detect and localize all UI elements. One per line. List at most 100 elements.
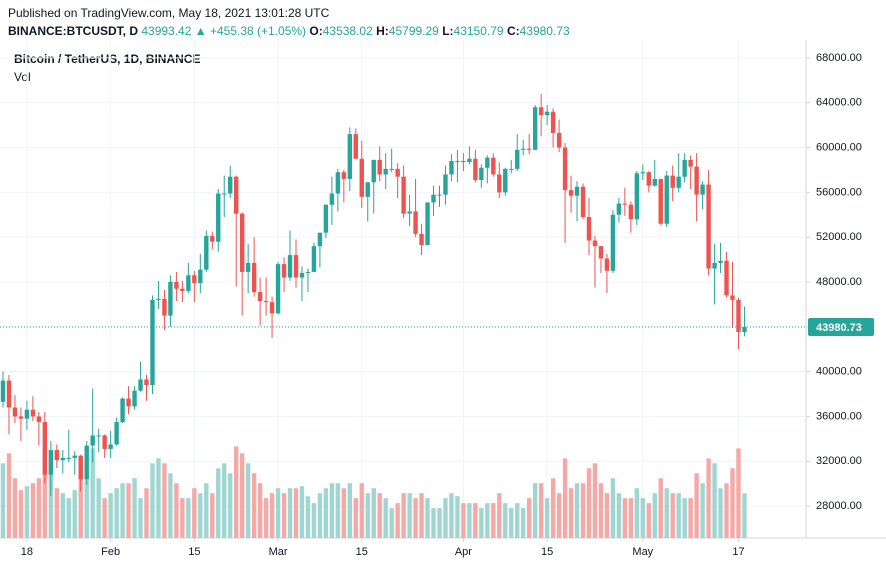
candle-body [228,176,233,194]
volume-bar [401,493,406,538]
candle-body [532,107,538,150]
candle-body [72,455,77,458]
volume-bar [622,498,628,538]
volume-bar [299,486,305,538]
volume-bar [610,478,616,538]
candle-body [222,193,227,195]
candle-body [592,240,598,247]
volume-bar [60,493,65,538]
candle-body [455,160,460,162]
volume-bar [120,483,125,538]
candle-body [407,211,412,214]
candle-body [365,182,370,197]
volume-bar [742,493,747,538]
candle-body [204,236,209,270]
candle-body [724,260,729,296]
volume-bar [78,476,83,538]
y-tick-label: 28000.00 [816,500,862,512]
volume-bar [694,473,699,538]
candle-body [216,193,221,242]
volume-bar [562,458,568,538]
volume-bar [66,498,71,538]
y-tick-label: 68000.00 [816,52,862,64]
volume-bar [736,448,741,538]
volume-bar [228,473,233,538]
volume-bar [538,483,544,538]
candle-body [371,159,376,183]
candle-body [257,292,263,302]
candle-body [311,246,317,272]
candle-body [491,157,496,175]
candle-body [138,379,143,391]
volume-bar [616,493,622,538]
volume-bar [156,458,161,538]
candle-body [431,194,436,203]
candle-body [341,172,347,179]
volume-label: Vol [14,70,31,84]
volume-bar [700,483,705,538]
candle-body [598,246,604,259]
volume-bar [724,483,729,538]
change: ▲ +455.38 (+1.05%) [194,24,307,38]
candle-body [377,159,382,175]
candle-body [586,217,592,241]
volume-bar [544,498,550,538]
candle-body [132,390,137,407]
volume-bar [664,488,669,538]
volume-bar [180,498,185,538]
volume-bar [144,488,149,538]
volume-bar [18,490,24,538]
volume-bar [108,493,113,538]
candle-body [712,262,717,269]
volume-bar [12,478,18,538]
ohlc-value: 43538.02 [322,24,373,38]
volume-bar [383,498,388,538]
volume-bar [580,483,586,538]
volume-bar [467,503,472,538]
volume-bar [174,483,179,538]
volume-bar [688,498,693,538]
volume-bar [126,483,131,538]
volume-bar [431,508,436,538]
candle-body [317,232,323,247]
y-tick-label: 40000.00 [816,366,862,378]
candle-body [628,204,634,220]
candle-body [622,203,628,205]
candle-body [550,111,556,133]
last-price-label: 43980.73 [816,322,862,334]
candle-body [610,214,616,271]
volume-bar [658,478,663,538]
volume-bar [30,483,36,538]
ohlc-value: 45799.29 [388,24,439,38]
candle-body [425,202,430,246]
volume-bar [652,493,657,538]
candle-body [359,158,364,197]
candle-body [640,172,646,174]
volume-bar [42,448,48,538]
last-price-box [808,318,874,337]
volume-bar [168,473,173,538]
ohlc-label: C: [506,24,520,38]
candle-body [515,149,520,169]
volume-bar [437,508,442,538]
candle-body [78,455,83,480]
x-tick-label: Apr [455,546,472,558]
volume-bar [311,503,317,538]
volume-bar [90,448,95,538]
candle-body [192,275,197,284]
x-tick-label: 15 [541,546,553,558]
candle-body [263,301,269,303]
volume-bar [222,463,227,538]
candle-body [54,450,60,461]
ohlc-label: H: [376,24,389,38]
volume-bar [6,453,12,538]
volume-bar [102,498,107,538]
volume-bar [347,483,353,538]
volume-bar [24,486,30,538]
candle-body [84,445,89,480]
volume-bar [479,508,484,538]
candle-body [239,213,245,272]
y-tick-label: 60000.00 [816,141,862,153]
candle-body [604,258,610,271]
